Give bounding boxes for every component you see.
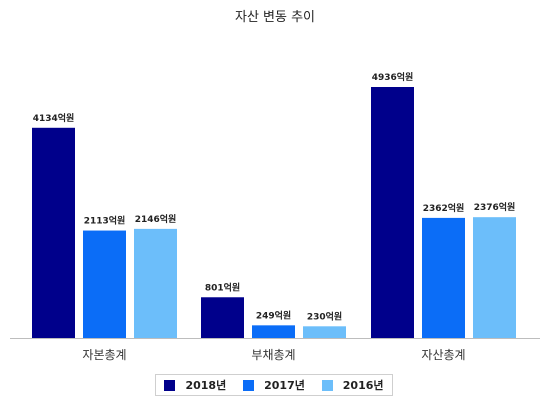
- bar-equity-2016: [134, 228, 177, 338]
- bar-equity-2017: [83, 230, 126, 338]
- x-tick-label-equity: 자본총계: [82, 348, 126, 362]
- data-label-assets-2017: 2362억원: [423, 202, 465, 214]
- x-tick-label-liabilities: 부채총계: [251, 348, 295, 362]
- legend: 2018년 2017년 2016년: [155, 374, 393, 396]
- bar-liabilities-2017: [252, 325, 295, 338]
- legend-swatch-2017: [243, 379, 255, 391]
- bar-assets-2016: [473, 217, 516, 338]
- x-tick-label-assets: 자산총계: [421, 348, 465, 362]
- legend-item-2017: 2017년: [243, 377, 305, 393]
- legend-label-2018: 2018년: [185, 379, 227, 392]
- data-label-equity-2017: 2113억원: [84, 215, 126, 227]
- bar-assets-2017: [422, 217, 465, 338]
- legend-swatch-2016: [321, 379, 333, 391]
- bar-equity-2018: [32, 127, 75, 339]
- data-label-assets-2016: 2376억원: [474, 201, 516, 213]
- legend-item-2018: 2018년: [164, 377, 226, 393]
- data-label-equity-2018: 4134억원: [33, 112, 75, 124]
- legend-swatch-2018: [164, 379, 176, 391]
- data-label-liabilities-2016: 230억원: [307, 310, 342, 322]
- legend-label-2016: 2016년: [342, 379, 384, 392]
- legend-item-2016: 2016년: [321, 377, 384, 393]
- data-label-liabilities-2017: 249억원: [256, 309, 291, 321]
- bar-assets-2018: [371, 87, 414, 338]
- data-label-equity-2016: 2146억원: [135, 213, 177, 225]
- data-label-liabilities-2018: 801억원: [205, 281, 240, 293]
- bar-liabilities-2018: [201, 297, 244, 338]
- data-label-assets-2018: 4936억원: [372, 71, 414, 83]
- chart-title: 자산 변동 추이: [234, 10, 316, 25]
- legend-label-2017: 2017년: [264, 379, 305, 392]
- bar-liabilities-2016: [303, 326, 346, 338]
